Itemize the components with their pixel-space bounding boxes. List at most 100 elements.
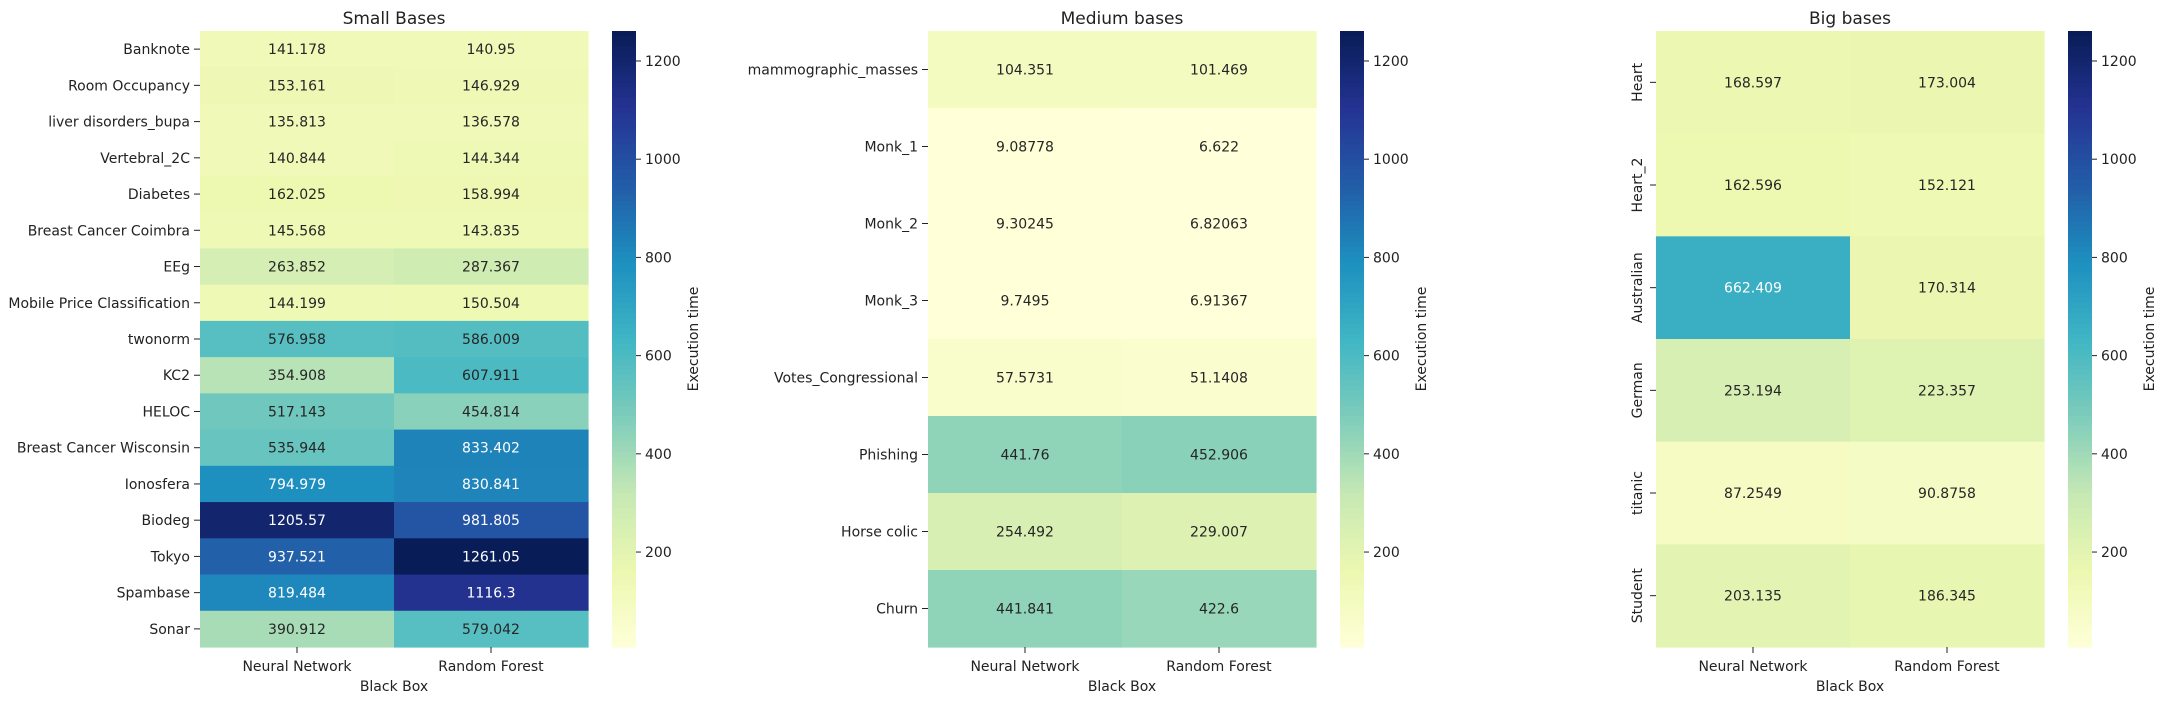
colorbar-segment — [612, 308, 636, 314]
y-tick-label: Diabetes — [128, 187, 190, 203]
heatmap-cell — [928, 416, 1123, 494]
colorbar-segment — [1340, 354, 1364, 361]
colorbar-tick-label: 600 — [645, 349, 672, 365]
colorbar-segment — [2068, 493, 2092, 499]
colorbar-segment — [2068, 92, 2092, 99]
colorbar-segment — [2068, 426, 2092, 432]
colorbar-segment — [1340, 349, 1364, 355]
x-tick-label: Neural Network — [242, 659, 352, 675]
colorbar-segment — [1340, 185, 1364, 191]
heatmap-cell — [394, 393, 589, 431]
y-tick-label: Tokyo — [150, 549, 190, 565]
colorbar-segment — [612, 421, 636, 427]
colorbar-segment — [2068, 431, 2092, 438]
cell-value-label: 57.5731 — [996, 371, 1054, 387]
heatmap-cell — [928, 31, 1123, 109]
heatmap-cell — [1656, 31, 1851, 135]
colorbar-segment — [1340, 641, 1364, 648]
colorbar-segment — [1340, 441, 1364, 448]
colorbar-segment — [1340, 226, 1364, 232]
cell-value-label: 173.004 — [1918, 75, 1976, 91]
colorbar-segment — [1340, 564, 1364, 571]
colorbar-segment — [612, 390, 636, 397]
colorbar-segment — [612, 220, 636, 227]
colorbar-segment — [2068, 503, 2092, 509]
colorbar-segment — [612, 241, 636, 248]
colorbar-segment — [1340, 380, 1364, 386]
colorbar-segment — [2068, 164, 2092, 171]
colorbar-segment — [1340, 56, 1364, 63]
y-tick-label: Monk_1 — [864, 140, 918, 156]
heatmap-cell — [394, 429, 589, 467]
colorbar-segment — [1340, 87, 1364, 94]
colorbar-segment — [612, 87, 636, 94]
colorbar: 200 400 600 800 1000 1200 Execution time — [1340, 31, 1430, 648]
colorbar-segment — [612, 246, 636, 253]
cell-value-label: 607.911 — [462, 368, 520, 384]
colorbar-segment — [1340, 421, 1364, 427]
colorbar-segment — [612, 590, 636, 597]
heatmap-cell — [1656, 339, 1851, 443]
colorbar-segment — [612, 303, 636, 309]
colorbar-segment — [1340, 143, 1364, 150]
colorbar-segment — [2068, 405, 2092, 412]
heatmap-cell — [394, 357, 589, 394]
colorbar-segment — [612, 56, 636, 63]
x-tick-label: Random Forest — [438, 659, 544, 675]
heatmap-cell — [928, 185, 1123, 263]
colorbar-segment — [1340, 190, 1364, 196]
colorbar-segment — [2068, 416, 2092, 422]
colorbar-segment — [1340, 118, 1364, 124]
heatmap-cell — [200, 320, 395, 358]
colorbar-segment — [2068, 154, 2092, 160]
heatmap-cell — [394, 67, 589, 105]
colorbar-segment — [1340, 308, 1364, 314]
colorbar-segment — [2068, 123, 2092, 130]
colorbar-segment — [2068, 174, 2092, 181]
colorbar-tick-label: 1000 — [645, 152, 681, 168]
colorbar-segment — [2068, 446, 2092, 453]
colorbar-segment — [2068, 297, 2092, 304]
colorbar-segment — [1340, 231, 1364, 237]
colorbar-tick-label: 800 — [2101, 250, 2128, 266]
colorbar-segment — [612, 164, 636, 171]
heatmap-cell — [200, 502, 395, 539]
heatmap-cell — [1850, 31, 2045, 135]
colorbar-segment — [612, 297, 636, 304]
colorbar-segment — [1340, 580, 1364, 586]
colorbar-segment — [612, 143, 636, 150]
y-tick-label: KC2 — [163, 368, 190, 384]
cell-value-label: 454.814 — [462, 404, 520, 420]
y-tick-label: twonorm — [128, 332, 190, 348]
colorbar-segment — [2068, 636, 2092, 643]
colorbar-segment — [612, 513, 636, 520]
y-tick-label: Breast Cancer Coimbra — [28, 223, 190, 239]
colorbar-segment — [1340, 277, 1364, 284]
colorbar-segment — [612, 503, 636, 509]
colorbar-segment — [1340, 390, 1364, 397]
y-tick-label: Room Occupancy — [68, 78, 190, 94]
colorbar-segment — [612, 82, 636, 89]
colorbar-segment — [612, 339, 636, 345]
colorbar-segment — [2068, 282, 2092, 289]
cell-value-label: 140.95 — [467, 42, 516, 58]
colorbar-segment — [1340, 410, 1364, 417]
x-tick-label: Random Forest — [1166, 659, 1272, 675]
heatmap-cell — [200, 610, 395, 648]
colorbar-segment — [612, 113, 636, 119]
colorbar-segment — [612, 251, 636, 258]
heatmap-cell — [1122, 493, 1317, 571]
colorbar-segment — [612, 400, 636, 407]
colorbar-segment — [612, 292, 636, 299]
colorbar-segment — [612, 66, 636, 73]
colorbar-segment — [2068, 303, 2092, 309]
colorbar-segment — [2068, 72, 2092, 78]
cell-value-label: 150.504 — [462, 296, 520, 312]
colorbar-segment — [2068, 128, 2092, 135]
colorbar-segment — [2068, 318, 2092, 325]
colorbar-segment — [2068, 549, 2092, 556]
heatmap-cell — [200, 284, 395, 322]
colorbar-segment — [612, 190, 636, 196]
colorbar-segment — [1340, 154, 1364, 160]
cell-value-label: 937.521 — [268, 549, 326, 565]
